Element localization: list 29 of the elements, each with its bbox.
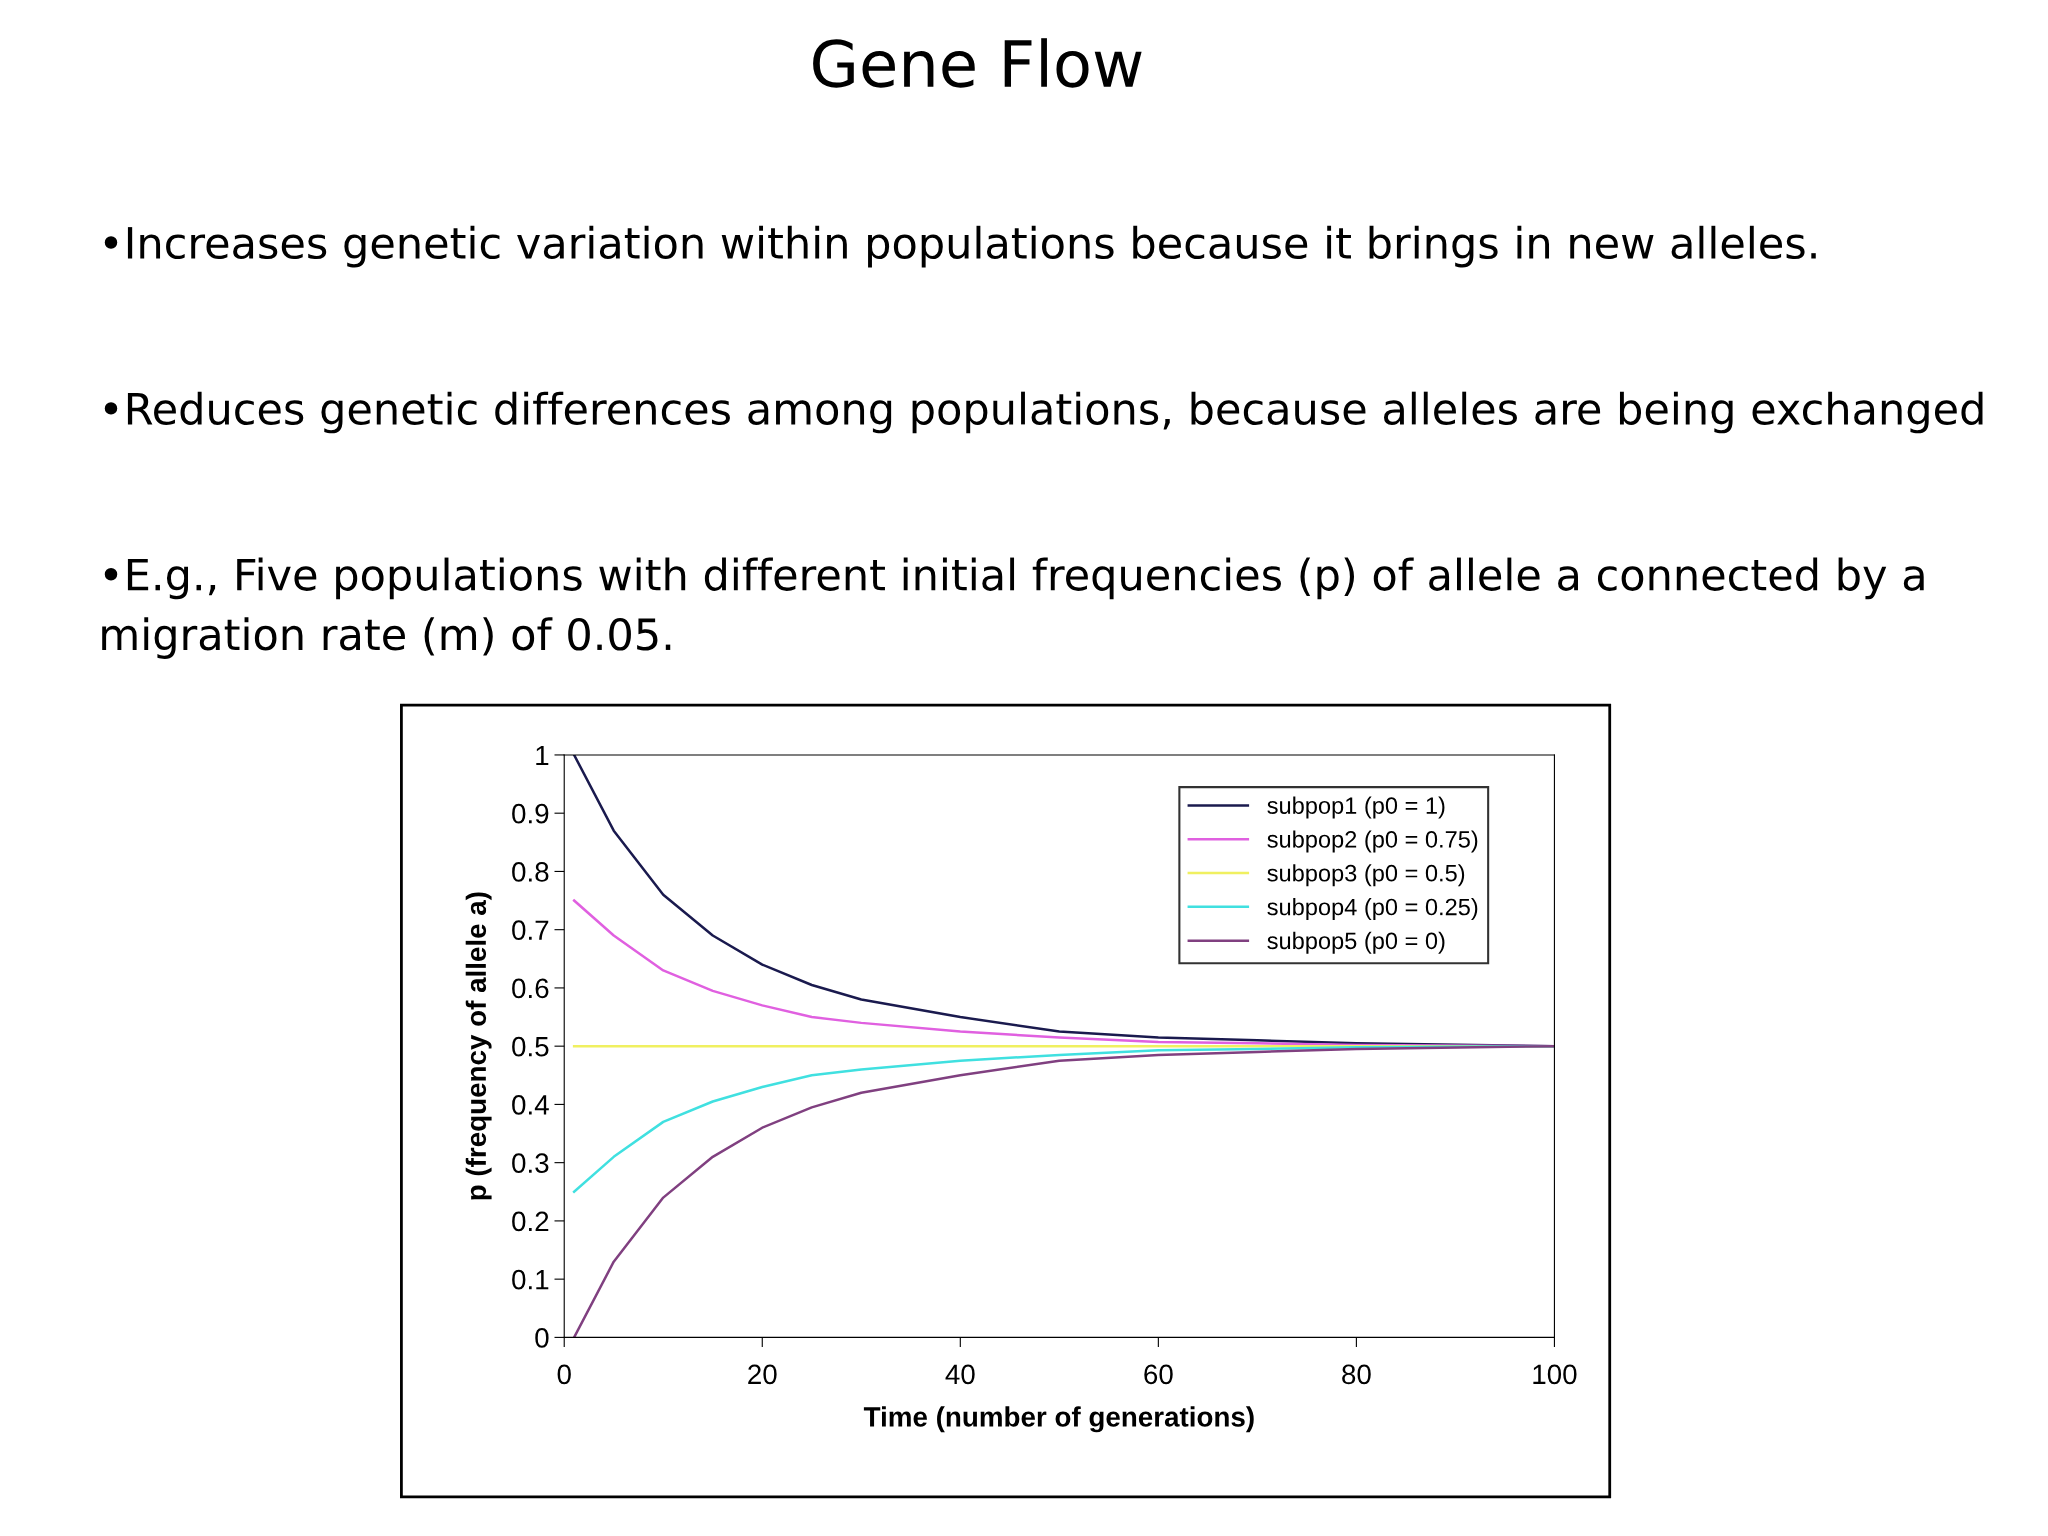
x-tick-label: 0 bbox=[557, 1364, 571, 1385]
y-tick-label: 0.6 bbox=[512, 978, 549, 999]
y-tick-label: 0.1 bbox=[512, 1269, 549, 1290]
x-tick-label: 40 bbox=[945, 1364, 975, 1385]
y-tick-label: 0.2 bbox=[512, 1211, 549, 1232]
x-tick-label: 60 bbox=[1144, 1364, 1173, 1385]
legend-label: subpop1 (p0 = 1) bbox=[1267, 796, 1445, 819]
y-tick-label: 0.4 bbox=[512, 1095, 549, 1115]
text: •E.g., Five populations with different initial frequencies (p) of allele a connected by a migration rate (m) of 0.05. bbox=[102, 557, 1924, 659]
legend-label: subpop3 (p0 = 0.5) bbox=[1267, 864, 1465, 887]
text: •Increases genetic variation within populations because it brings in new alleles. bbox=[104, 225, 1816, 268]
chart-title: Gene Flow bbox=[813, 38, 1142, 88]
line-series bbox=[572, 1044, 1555, 1338]
y-tick-label: 0.8 bbox=[512, 862, 549, 882]
x-tick-label: 100 bbox=[1533, 1364, 1577, 1385]
x-tick-label: 80 bbox=[1342, 1364, 1371, 1385]
x-axis-title: Time (number of generations) bbox=[863, 1406, 1254, 1433]
y-tick-label: 0.7 bbox=[512, 920, 549, 941]
y-tick-label: 0.3 bbox=[512, 1153, 549, 1173]
legend-label: subpop2 (p0 = 0.75) bbox=[1267, 830, 1478, 853]
x-tick-label: 20 bbox=[748, 1364, 777, 1385]
legend-label: subpop5 (p0 = 0) bbox=[1267, 931, 1445, 954]
y-tick-label: 0.9 bbox=[512, 803, 549, 824]
y-tick-label: 0.5 bbox=[512, 1036, 549, 1057]
y-axis-title: p (frequency of allele a) bbox=[465, 892, 492, 1200]
y-tick-label: 0 bbox=[535, 1328, 549, 1348]
legend-label: subpop4 (p0 = 0.25) bbox=[1267, 898, 1478, 921]
text: •Reduces genetic differences among populations, because alleles are being exchanged bbox=[104, 391, 1983, 434]
y-tick-label: 1 bbox=[536, 745, 549, 766]
